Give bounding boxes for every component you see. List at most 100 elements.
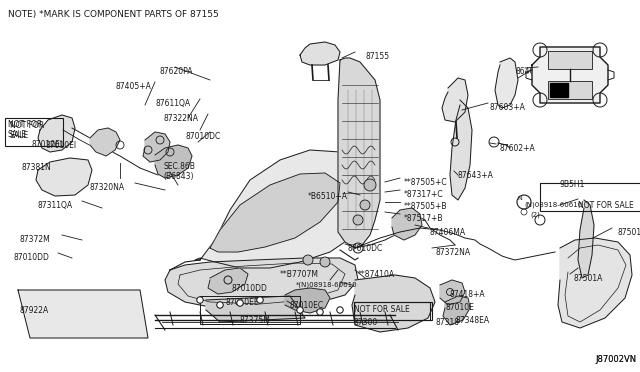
Text: (B6843): (B6843)	[163, 172, 193, 181]
Bar	[548, 81, 592, 99]
Circle shape	[197, 297, 203, 303]
Polygon shape	[300, 42, 340, 65]
Bar	[200, 296, 300, 324]
Text: 87311QA: 87311QA	[38, 201, 73, 210]
Text: (2): (2)	[530, 212, 540, 218]
Circle shape	[337, 307, 343, 313]
Text: 87010DC: 87010DC	[348, 244, 383, 253]
Polygon shape	[392, 208, 422, 240]
Text: 87418+A: 87418+A	[449, 290, 484, 299]
Text: 87010EI: 87010EI	[32, 140, 63, 149]
Text: J87002VN: J87002VN	[595, 355, 636, 364]
Polygon shape	[18, 290, 148, 338]
Polygon shape	[206, 296, 305, 322]
Text: 9B5H1: 9B5H1	[560, 180, 586, 189]
Polygon shape	[38, 115, 75, 152]
Text: (N)08918-60610: (N)08918-60610	[524, 201, 582, 208]
Bar	[540, 183, 640, 211]
Text: 87010E: 87010E	[446, 303, 475, 312]
Text: **87410A: **87410A	[358, 270, 395, 279]
Text: 87010EE: 87010EE	[226, 298, 260, 307]
Text: SEC.86B: SEC.86B	[163, 162, 195, 171]
Circle shape	[360, 200, 370, 210]
Text: 87643+A: 87643+A	[458, 171, 494, 180]
Text: 87372M: 87372M	[20, 235, 51, 244]
Polygon shape	[442, 78, 468, 122]
Text: 87372NA: 87372NA	[436, 248, 471, 257]
Polygon shape	[495, 58, 518, 108]
Text: NOTE) *MARK IS COMPONENT PARTS OF 87155: NOTE) *MARK IS COMPONENT PARTS OF 87155	[8, 10, 219, 19]
Bar	[354, 302, 432, 320]
Text: NOT FOR SALE: NOT FOR SALE	[578, 201, 634, 210]
Circle shape	[197, 297, 203, 303]
Text: J87002VN: J87002VN	[595, 355, 636, 364]
Text: 87611QA: 87611QA	[155, 99, 190, 108]
Polygon shape	[532, 47, 608, 103]
Text: 87922A: 87922A	[20, 306, 49, 315]
Text: 87405+A: 87405+A	[115, 82, 151, 91]
Text: NOT FOR: NOT FOR	[10, 121, 44, 130]
Text: *(N)08918-60610: *(N)08918-60610	[296, 282, 358, 289]
Text: 87155: 87155	[365, 52, 389, 61]
Polygon shape	[210, 173, 340, 252]
Polygon shape	[338, 58, 380, 248]
Bar	[550, 83, 568, 97]
Circle shape	[353, 215, 363, 225]
Polygon shape	[443, 296, 470, 325]
Circle shape	[337, 307, 343, 313]
Polygon shape	[36, 158, 92, 196]
Text: 87603+A: 87603+A	[490, 103, 526, 112]
Polygon shape	[558, 238, 632, 328]
Polygon shape	[143, 132, 170, 162]
Text: N: N	[518, 196, 522, 202]
Polygon shape	[165, 258, 358, 308]
Text: 87010EC: 87010EC	[290, 301, 324, 310]
Text: 87010DD: 87010DD	[232, 284, 268, 293]
Polygon shape	[440, 280, 465, 305]
Text: NOT FOR SALE: NOT FOR SALE	[354, 305, 410, 314]
Text: *87517+B: *87517+B	[404, 214, 444, 223]
Bar	[5, 118, 63, 146]
Text: SALE: SALE	[8, 130, 27, 139]
Polygon shape	[450, 100, 472, 200]
Text: NOT FOR: NOT FOR	[8, 120, 42, 129]
Text: **B7707M: **B7707M	[280, 270, 319, 279]
Circle shape	[217, 302, 223, 308]
Circle shape	[257, 297, 263, 303]
Circle shape	[320, 257, 330, 267]
Circle shape	[364, 179, 376, 191]
Text: 87501A: 87501A	[618, 228, 640, 237]
Text: 87406MA: 87406MA	[430, 228, 466, 237]
Polygon shape	[90, 128, 120, 156]
Text: **87505+C: **87505+C	[404, 178, 447, 187]
Text: 87010EI: 87010EI	[46, 141, 77, 150]
Text: 87318: 87318	[436, 318, 460, 327]
Circle shape	[297, 307, 303, 313]
Text: **87505+B: **87505+B	[404, 202, 447, 211]
Polygon shape	[352, 275, 435, 332]
Polygon shape	[155, 145, 192, 178]
Circle shape	[303, 255, 313, 265]
Bar	[354, 302, 430, 320]
Text: SALE: SALE	[10, 131, 29, 140]
Text: 87010DD: 87010DD	[14, 253, 50, 262]
Circle shape	[217, 302, 223, 308]
Text: 87381N: 87381N	[22, 163, 52, 172]
Circle shape	[257, 297, 263, 303]
Circle shape	[237, 300, 243, 306]
Text: 86400: 86400	[516, 67, 540, 76]
Polygon shape	[578, 200, 594, 278]
Text: 87322NA: 87322NA	[163, 114, 198, 123]
Circle shape	[297, 307, 303, 313]
Polygon shape	[195, 150, 370, 268]
Text: *B6510+A: *B6510+A	[308, 192, 348, 201]
Polygon shape	[208, 268, 248, 294]
Bar	[548, 51, 592, 69]
Text: 87620PA: 87620PA	[160, 67, 193, 76]
Text: 87300: 87300	[354, 318, 378, 327]
Text: 87501A: 87501A	[574, 274, 604, 283]
Polygon shape	[285, 288, 330, 313]
Text: 87375M: 87375M	[240, 316, 271, 325]
Text: 87010DC: 87010DC	[185, 132, 220, 141]
Text: 87348EA: 87348EA	[456, 316, 490, 325]
